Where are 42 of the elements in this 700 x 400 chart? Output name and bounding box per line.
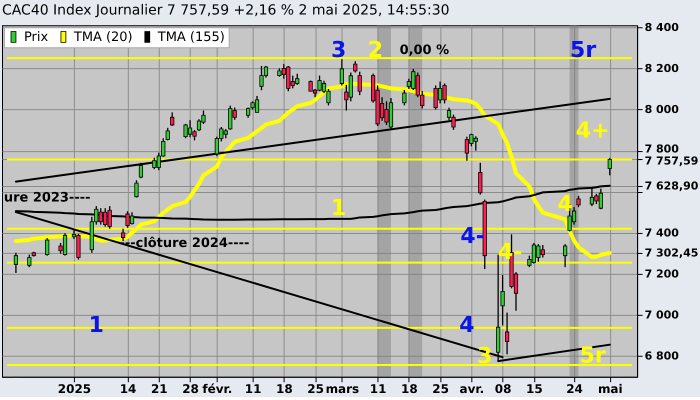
annotation: 5r [580,344,606,369]
legend-label: TMA (20) [72,30,133,45]
x-tick-label: 2025 [58,382,92,396]
x-tick-label: 11 [244,382,262,396]
x-tick-label: 18 [401,382,418,396]
y-tick-label: 7 400 [644,226,680,240]
annotation: 2 [368,38,384,63]
y-tick-label: 7 302,45 [644,246,698,260]
x-tick-label: 08 [494,382,512,396]
annotation: 1 [330,196,346,222]
annotation: 4 [557,192,573,218]
legend-label: TMA (155) [156,30,225,45]
x-tick-label: 25 [307,382,324,396]
y-tick-label: 7 628,90 [644,179,699,192]
annotation: 4+ [576,118,610,144]
y-tick-label: 8 000 [644,103,680,116]
x-tick-label: mars [326,382,360,396]
annotation: 0,00 % [400,42,450,58]
x-tick-label: avr. [460,382,484,396]
y-tick-label: 6 800 [644,350,680,363]
x-tick-label: 25 [432,382,449,396]
legend-label: Prix [24,30,48,45]
y-tick-label: 7 757,59 [644,154,698,168]
x-tick-label: 18 [276,382,293,396]
x-tick-label: 14 [120,382,136,396]
annotation: ure 2023---- [4,190,90,206]
annotation: 3 [330,38,346,63]
y-tick-label: 8 200 [644,62,680,75]
x-tick-label: 11 [370,382,386,396]
y-tick-label: 7 800 [644,142,680,156]
annotation: 5r [570,38,596,63]
x-tick-label: févr. [202,382,232,396]
x-tick-label: mai [598,382,623,396]
x-tick-label: 28 [182,382,199,396]
annotation: ---clôture 2024---- [119,236,250,252]
y-tick-label: 7 000 [644,308,680,322]
y-tick-label: 7 200 [644,267,680,280]
x-tick-label: 15 [526,382,543,396]
chart-title: CAC40 Index Journalier 7 757,59 +2,16 % 2 mai 2025, 14:55:30 [2,2,450,18]
x-tick-label: 24 [566,382,583,396]
y-tick-label: 8 400 [644,20,680,34]
x-tick-label: 21 [150,382,168,396]
